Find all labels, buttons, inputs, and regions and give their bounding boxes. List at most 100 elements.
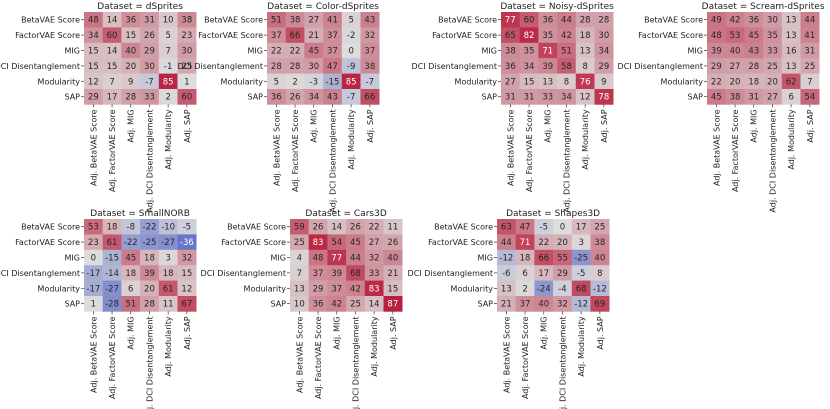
panel-title: Dataset = SmallNORB	[90, 209, 190, 219]
heatmap-cell	[341, 27, 361, 44]
panel-title: Dataset = Cars3D	[305, 209, 386, 219]
cell-value-label: 44	[804, 16, 815, 26]
heatmap-panel: Dataset = Shapes3D 63 47 -5 0 17 25 44 71 22 20 3 38…	[408, 209, 610, 409]
cell-value-label: 32	[181, 254, 192, 264]
heatmap-cell	[84, 27, 103, 44]
heatmap-cell	[557, 89, 577, 105]
heatmap-cell	[121, 265, 141, 281]
row-label: DCI Disentanglement	[412, 62, 497, 71]
heatmap-cell	[590, 296, 610, 312]
heatmap-cell	[308, 219, 328, 235]
heatmap-cell	[800, 42, 820, 59]
heatmap-cell	[327, 265, 347, 281]
cell-value-label: -7	[145, 77, 153, 87]
heatmap-cell	[285, 27, 305, 44]
heatmap-cell	[590, 234, 610, 251]
cell-value-label: 44	[350, 254, 361, 264]
heatmap-cell	[538, 27, 558, 44]
row-label: Modularity	[455, 77, 498, 86]
heatmap-cell	[102, 280, 122, 297]
heatmap-cell	[553, 280, 573, 297]
heatmap-cell	[285, 12, 305, 28]
heatmap-cell	[781, 12, 801, 28]
heatmap-cell	[360, 27, 380, 44]
heatmap-cell	[121, 219, 141, 235]
heatmap-cell	[346, 265, 366, 281]
heatmap-cell	[323, 73, 343, 90]
row-label: BetaVAE Score	[438, 16, 497, 25]
heatmap-cell	[323, 12, 343, 28]
col-label: Adj. FactorVAE Score	[521, 316, 530, 399]
row-label: BetaVAE Score	[434, 223, 493, 232]
row-label: DCI Disentanglement	[0, 62, 80, 71]
col-label: Adj. FactorVAE Score	[314, 316, 323, 399]
heatmap-cell	[290, 280, 309, 297]
heatmap-cell	[744, 42, 764, 59]
heatmap-cell	[121, 58, 141, 74]
cell-value-label: 7	[807, 77, 812, 87]
heatmap-cell	[534, 280, 554, 297]
col-label: Adj. MIG	[540, 316, 549, 349]
row-label: SAP	[270, 300, 286, 309]
heatmap-cell	[725, 42, 745, 59]
cell-value-label: 14	[107, 47, 118, 57]
cell-value-label: 9	[128, 77, 133, 87]
cell-value-label: -28	[105, 300, 119, 310]
heatmap-cell	[725, 73, 745, 90]
cell-value-label: 23	[88, 238, 99, 248]
col-label: Adj. SAP	[389, 316, 398, 349]
panel-title: Dataset = Noisy-dSprites	[500, 2, 614, 12]
cell-value-label: 37	[364, 47, 375, 57]
cell-value-label: 37	[313, 269, 324, 279]
cell-value-label: -25	[143, 238, 157, 248]
cell-value-label: 2	[522, 284, 527, 294]
cell-value-label: 15	[88, 62, 99, 72]
heatmap-cell	[534, 265, 554, 281]
heatmap-cell	[140, 27, 160, 44]
heatmap-cell	[725, 12, 745, 28]
cell-value-label: 22	[271, 47, 282, 57]
cell-value-label: 51	[561, 47, 572, 57]
heatmap-cell	[285, 42, 305, 59]
heatmap-cell	[177, 280, 197, 297]
cell-value-label: 53	[730, 31, 741, 41]
heatmap-cell	[553, 265, 573, 281]
heatmap-cell	[364, 296, 384, 312]
cell-value-label: 1	[91, 300, 96, 310]
cell-value-label: 71	[520, 238, 531, 248]
col-label: Adj. Modularity	[581, 109, 590, 169]
heatmap-cell	[501, 42, 520, 59]
heatmap-cell	[383, 296, 403, 312]
cell-value-label: 36	[748, 16, 759, 26]
cell-value-label: 15	[524, 77, 535, 87]
heatmap-cell	[327, 249, 347, 266]
cell-value-label: 18	[748, 77, 759, 87]
cell-value-label: 30	[598, 31, 609, 41]
cell-value-label: 47	[327, 62, 338, 72]
cell-value-label: 6	[788, 93, 793, 103]
heatmap-cell	[84, 42, 103, 59]
heatmap-cell	[553, 234, 573, 251]
heatmap-cell	[594, 42, 614, 59]
heatmap-cell	[341, 12, 361, 28]
cell-value-label: 45	[125, 254, 136, 264]
col-label: Adj. Modularity	[164, 316, 173, 376]
heatmap-cell	[84, 280, 103, 297]
cell-value-label: 14	[107, 16, 118, 26]
cell-value-label: 34	[598, 47, 609, 57]
row-label: MIG	[271, 254, 286, 263]
cell-value-label: 71	[542, 47, 553, 57]
heatmap-cell	[140, 73, 160, 90]
col-label: Adj. DCI Disentanglement	[145, 316, 154, 409]
cell-value-label: 43	[364, 16, 375, 26]
cell-value-label: 62	[786, 77, 797, 87]
heatmap-cell	[102, 12, 122, 28]
cell-value-label: -6	[502, 269, 510, 279]
heatmap-cell	[140, 58, 160, 74]
heatmap-cell	[177, 42, 197, 59]
cell-value-label: 60	[524, 16, 535, 26]
cell-value-label: 17	[576, 223, 587, 233]
heatmap-cell	[102, 296, 122, 312]
cell-value-label: 11	[163, 300, 174, 310]
cell-value-label: 25	[767, 62, 778, 72]
